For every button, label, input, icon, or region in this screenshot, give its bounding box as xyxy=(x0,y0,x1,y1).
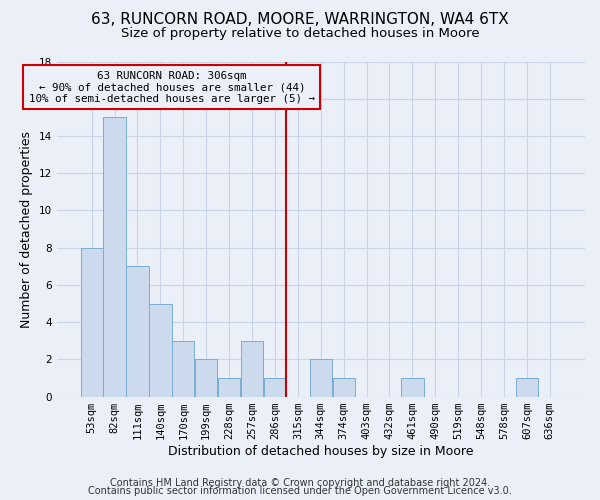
Text: Contains HM Land Registry data © Crown copyright and database right 2024.: Contains HM Land Registry data © Crown c… xyxy=(110,478,490,488)
Bar xyxy=(195,360,217,397)
Bar xyxy=(264,378,286,396)
Bar xyxy=(80,248,103,396)
Bar xyxy=(516,378,538,396)
Bar xyxy=(127,266,149,396)
Bar xyxy=(149,304,172,396)
Text: Size of property relative to detached houses in Moore: Size of property relative to detached ho… xyxy=(121,28,479,40)
Bar xyxy=(332,378,355,396)
Bar xyxy=(103,118,125,396)
Y-axis label: Number of detached properties: Number of detached properties xyxy=(20,130,33,328)
X-axis label: Distribution of detached houses by size in Moore: Distribution of detached houses by size … xyxy=(168,444,473,458)
Bar xyxy=(310,360,332,397)
Bar xyxy=(401,378,424,396)
Text: Contains public sector information licensed under the Open Government Licence v3: Contains public sector information licen… xyxy=(88,486,512,496)
Bar xyxy=(241,340,263,396)
Text: 63, RUNCORN ROAD, MOORE, WARRINGTON, WA4 6TX: 63, RUNCORN ROAD, MOORE, WARRINGTON, WA4… xyxy=(91,12,509,28)
Bar xyxy=(172,340,194,396)
Bar xyxy=(218,378,240,396)
Text: 63 RUNCORN ROAD: 306sqm
← 90% of detached houses are smaller (44)
10% of semi-de: 63 RUNCORN ROAD: 306sqm ← 90% of detache… xyxy=(29,71,315,104)
